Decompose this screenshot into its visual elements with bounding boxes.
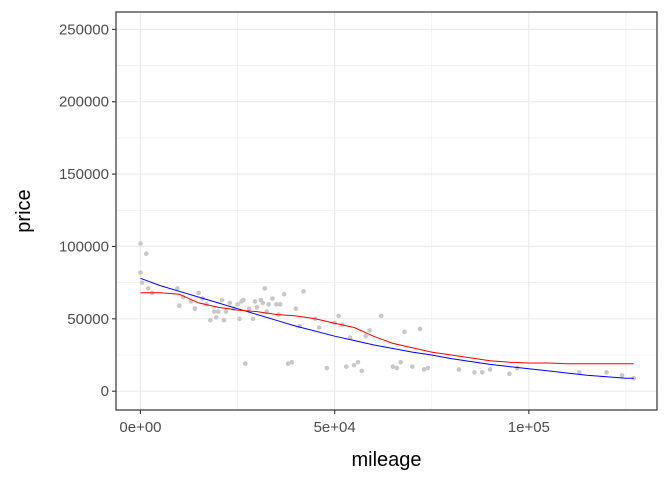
blue-fit-line (140, 277, 634, 379)
axis-ticks (112, 28, 530, 414)
y-tick-label: 100000 (59, 238, 109, 255)
data-point (281, 291, 287, 297)
data-point (355, 359, 361, 365)
data-point (143, 251, 149, 256)
data-point (237, 316, 242, 322)
data-point (241, 297, 246, 303)
data-point (425, 365, 431, 371)
data-point (394, 365, 400, 371)
data-point (260, 300, 266, 306)
data-point (619, 372, 625, 378)
data-point (277, 302, 283, 307)
data-point (421, 367, 427, 372)
data-point (262, 286, 268, 291)
tick-labels: 0 50000 100000 150000 200000 250000 0e+00 5e+04… (59, 21, 550, 436)
data-point (359, 368, 365, 374)
data-point (145, 286, 151, 291)
panel-background (116, 12, 657, 410)
x-tick-label: 1e+05 (508, 419, 550, 436)
data-point (213, 315, 219, 320)
data-point (347, 335, 353, 340)
data-point (221, 317, 227, 323)
y-tick-label: 250000 (59, 21, 109, 38)
y-tick-label: 150000 (59, 166, 109, 183)
panel-border (115, 11, 658, 411)
data-point (367, 328, 372, 333)
data-point (417, 326, 423, 332)
data-point (378, 313, 384, 319)
minor-gridlines (116, 12, 657, 410)
data-point (344, 364, 349, 369)
data-point (252, 299, 258, 304)
data-point (138, 270, 143, 275)
x-tick-label: 0e+00 (119, 419, 161, 436)
data-point (289, 359, 295, 365)
data-point (196, 290, 202, 296)
data-point (324, 365, 330, 371)
data-point (211, 309, 217, 314)
data-point (227, 300, 233, 306)
data-point (316, 325, 322, 330)
data-point (254, 304, 260, 310)
data-point (270, 296, 275, 301)
major-gridlines (116, 12, 657, 410)
data-point (577, 370, 582, 375)
data-point (208, 317, 213, 323)
data-point (266, 302, 271, 307)
data-point (398, 359, 403, 365)
data-point (507, 371, 512, 377)
data-point (223, 309, 229, 314)
y-axis-title: price (13, 189, 35, 232)
data-point (177, 303, 182, 309)
data-point (604, 370, 609, 375)
data-point (472, 370, 477, 375)
data-point (250, 316, 256, 322)
data-point (363, 333, 369, 339)
data-point (456, 367, 462, 372)
data-point (219, 297, 225, 303)
data-point (138, 241, 143, 246)
data-point (235, 302, 240, 307)
data-point (336, 313, 341, 319)
data-point (390, 364, 396, 369)
data-point (410, 364, 415, 369)
data-point (215, 309, 221, 314)
data-point (274, 302, 279, 307)
y-tick-label: 0 (101, 383, 109, 400)
data-point (243, 361, 248, 366)
data-point (301, 289, 306, 294)
y-tick-label: 200000 (59, 94, 109, 111)
chart-marks (138, 241, 636, 381)
data-point (246, 306, 252, 311)
red-fit-line (140, 292, 634, 365)
data-point (285, 361, 291, 366)
x-axis-title: mileage (351, 449, 421, 471)
y-tick-label: 50000 (67, 311, 109, 328)
data-point (139, 280, 145, 285)
x-tick-label: 5e+04 (314, 419, 356, 436)
data-point (175, 286, 180, 291)
data-point (192, 306, 198, 311)
data-point (351, 362, 357, 368)
data-point (479, 370, 485, 375)
data-point (402, 329, 407, 335)
data-point (487, 367, 493, 372)
data-point (293, 306, 299, 311)
